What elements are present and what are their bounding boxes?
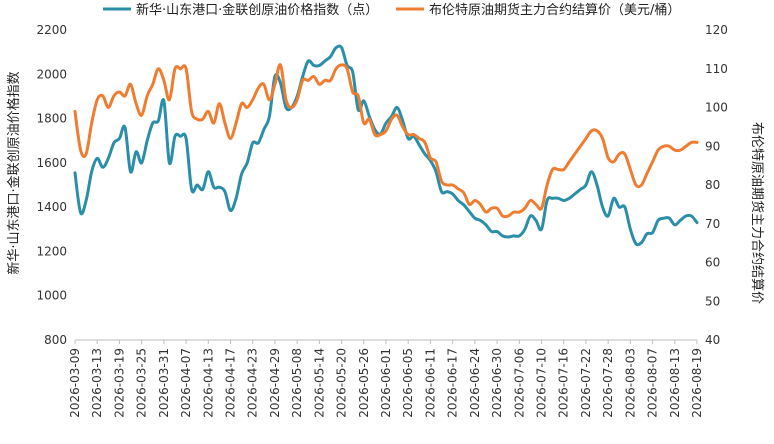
right-axis-title: 布伦特原油期货主力合约结算价 xyxy=(749,122,765,304)
series-line-brent xyxy=(73,63,699,219)
x-tick-label: 2026-08-03 xyxy=(623,348,637,418)
right-tick-label: 90 xyxy=(705,139,720,153)
x-tick-label: 2026-07-22 xyxy=(579,348,593,418)
x-tick-label: 2026-06-24 xyxy=(468,348,482,418)
x-tick-label: 2026-06-17 xyxy=(446,348,460,418)
right-tick-label: 120 xyxy=(705,23,728,37)
right-tick-label: 100 xyxy=(705,101,728,115)
x-tick-label: 2026-05-08 xyxy=(290,348,304,418)
x-tick-label: 2026-03-13 xyxy=(90,348,104,418)
x-tick-label: 2026-04-13 xyxy=(201,348,215,418)
x-tick-label: 2026-06-05 xyxy=(401,348,415,418)
right-tick-label: 70 xyxy=(705,217,720,231)
x-tick-label: 2026-07-10 xyxy=(535,348,549,418)
left-axis-ticks: 800 1000 1200 1400 1600 1800 2000 2200 xyxy=(36,23,67,347)
x-tick-label: 2026-08-13 xyxy=(668,348,682,418)
left-tick-label: 1600 xyxy=(36,156,67,170)
x-tick-label: 2026-07-16 xyxy=(557,348,571,418)
right-axis-ticks: 40 50 60 70 80 90 100 110 120 xyxy=(705,23,728,347)
series-line-index xyxy=(73,44,699,247)
x-tick-label: 2026-04-07 xyxy=(179,348,193,418)
left-tick-label: 1000 xyxy=(36,289,67,303)
x-tick-label: 2026-04-29 xyxy=(268,348,282,418)
right-tick-label: 50 xyxy=(705,294,720,308)
x-tick-label: 2026-06-11 xyxy=(423,348,437,418)
x-tick-label: 2026-05-20 xyxy=(335,348,349,418)
x-tick-label: 2026-04-23 xyxy=(246,348,260,418)
x-tick-label: 2026-07-28 xyxy=(601,348,615,418)
x-tick-label: 2026-04-17 xyxy=(224,348,238,418)
x-tick-label: 2026-03-09 xyxy=(68,348,82,418)
right-tick-label: 110 xyxy=(705,62,728,76)
series-layer xyxy=(73,44,699,247)
left-tick-label: 1800 xyxy=(36,112,67,126)
left-tick-label: 1400 xyxy=(36,200,67,214)
x-tick-label: 2026-05-26 xyxy=(357,348,371,418)
x-tick-label: 2026-08-19 xyxy=(690,348,704,418)
left-axis-title: 新华·山东港口·金联创原油价格指数 xyxy=(6,71,22,274)
legend-label-brent: 布伦特原油期货主力合约结算价（美元/桶） xyxy=(429,2,680,18)
right-tick-label: 40 xyxy=(705,333,720,347)
x-tick-label: 2026-05-14 xyxy=(312,348,326,418)
left-tick-label: 2200 xyxy=(36,23,67,37)
x-axis-ticks: 2026-03-09 2026-03-13 2026-03-19 2026-03-25… xyxy=(68,340,704,418)
x-tick-label: 2026-03-25 xyxy=(135,348,149,418)
right-tick-label: 60 xyxy=(705,256,720,270)
left-tick-label: 1200 xyxy=(36,244,67,258)
x-tick-label: 2026-06-30 xyxy=(490,348,504,418)
x-tick-label: 2026-08-07 xyxy=(646,348,660,418)
x-tick-label: 2026-07-06 xyxy=(512,348,526,418)
left-tick-label: 800 xyxy=(44,333,67,347)
legend-label-index: 新华·山东港口·金联创原油价格指数（点） xyxy=(136,2,378,18)
left-tick-label: 2000 xyxy=(36,67,67,81)
legend: 新华·山东港口·金联创原油价格指数（点） 布伦特原油期货主力合约结算价（美元/桶… xyxy=(103,2,680,18)
x-tick-label: 2026-03-31 xyxy=(157,348,171,418)
x-tick-label: 2026-03-19 xyxy=(112,348,126,418)
x-tick-label: 2026-06-01 xyxy=(379,348,393,418)
right-tick-label: 80 xyxy=(705,178,720,192)
